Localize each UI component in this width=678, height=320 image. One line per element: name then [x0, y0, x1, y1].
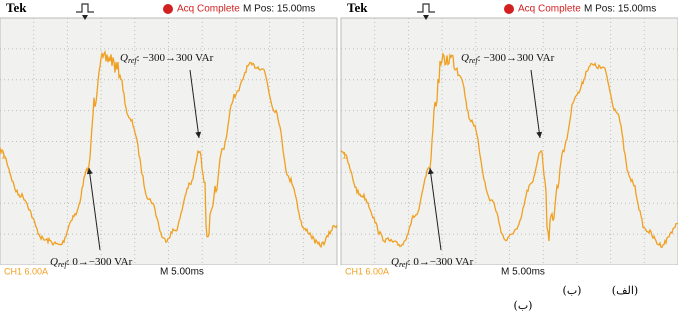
brand: Tek — [347, 0, 368, 15]
brand: Tek — [6, 0, 27, 15]
annotation-symbol: Q — [391, 256, 399, 268]
annotation-text: : −300→300 VAr — [478, 52, 555, 64]
acq-dot — [163, 4, 173, 14]
caption: (ب) — [563, 284, 582, 297]
figure: TekAcq CompleteM Pos: 15.00ms1Qref: −300… — [0, 0, 678, 320]
channel-setting: CH1 6.00A — [345, 266, 389, 276]
caption: (الف) — [612, 284, 638, 297]
timebase: M 5.00ms — [501, 267, 545, 278]
annotation-text: : 0→−300 VAr — [67, 256, 133, 268]
caption: (ب) — [514, 299, 533, 312]
position: M Pos: 15.00ms — [584, 4, 656, 15]
annotation-symbol: Q — [50, 256, 58, 268]
annotation-symbol: Q — [461, 52, 469, 64]
annotation-text: : −300→300 VAr — [137, 52, 214, 64]
status: Acq Complete — [518, 4, 581, 15]
timebase: M 5.00ms — [160, 267, 204, 278]
channel-setting: CH1 6.00A — [4, 266, 48, 276]
status: Acq Complete — [177, 4, 240, 15]
annotation-text: : 0→−300 VAr — [408, 256, 474, 268]
acq-dot — [504, 4, 514, 14]
annotation-symbol: Q — [120, 52, 128, 64]
position: M Pos: 15.00ms — [243, 4, 315, 15]
